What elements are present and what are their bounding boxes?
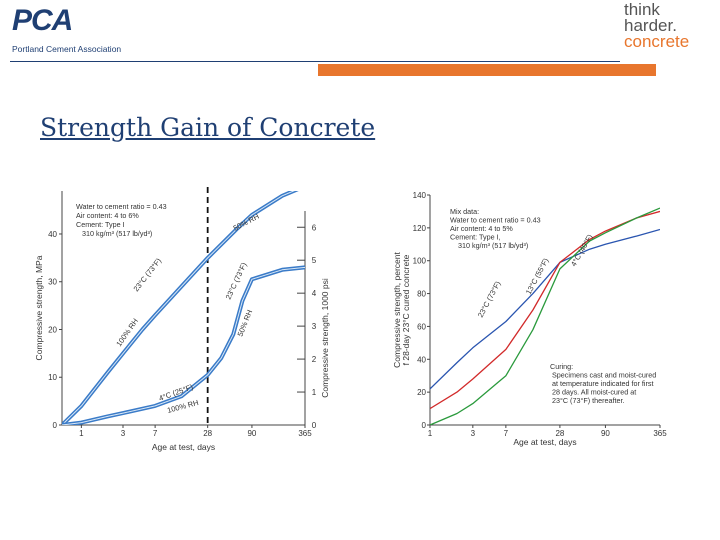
mix-note-5: 310 kg/m³ (517 lb/yd³) [458,241,528,250]
y-tick-label: 0 [422,421,427,430]
logo-letters: PCA [12,4,73,37]
y-axis-title: Compressive strength, MPa [34,255,44,360]
x-tick-label: 90 [601,429,610,438]
series-line-1 [430,228,660,390]
pca-logo: PCA Portland Cement Association [10,4,140,59]
series-line-2 [430,210,660,410]
x-tick-label: 7 [153,429,158,438]
series-label-13c: 13°C (55°F) [524,256,551,296]
x-tick-label: 3 [121,429,126,438]
brand-line-2: harder. [624,16,677,35]
y-tick-label: 30 [48,278,57,287]
x-tick-label: 365 [298,429,312,438]
curve-label-100rh-upper: 100% RH [114,317,140,348]
series-group [430,207,660,425]
y-tick-label: 60 [417,322,426,331]
series-label-4c: 4°C (40°F) [569,232,595,268]
curve-label-50rh-upper: 50% RH [232,212,261,233]
brand-line-3: concrete [624,32,690,51]
y2-tick-label: 2 [312,355,317,364]
x-tick-label: 7 [504,429,509,438]
mix-note-3: Cement: Type I [76,220,125,229]
y-axis-title-line2: f 28-day 23°C cured concrete [401,254,411,365]
accent-bar [318,64,656,76]
logo-subtitle: Portland Cement Association [12,44,122,54]
mix-note-1: Water to cement ratio = 0.43 [76,202,167,211]
x-axis-title: Age at test, days [513,437,576,447]
mix-note-4: Cement: Type I, [450,233,501,242]
y-tick-label: 80 [417,290,426,299]
think-harder-logo: think harder. concrete [624,0,716,58]
brand-line-1: think [624,0,660,19]
y2-tick-label: 5 [312,256,317,265]
series-line-3 [430,207,660,425]
strength-chart-percent: 0 20 40 60 80 100 120 140 1 3 7 28 90 365 Age at test,… [392,191,667,447]
curing-note-1: Curing: [550,362,573,371]
slide-header: PCA Portland Cement Association think ha… [0,0,720,80]
x-tick-label: 90 [247,429,256,438]
mix-note-3: Air content: 4 to 5% [450,224,513,233]
y-axis-title: Compressive strength, percent [392,251,402,367]
y-tick-label: 120 [413,224,427,233]
series-highlight-2 [62,266,305,425]
y-tick-label: 100 [413,257,427,266]
y2-tick-label: 1 [312,388,317,397]
x-axis-title: Age at test, days [152,442,215,452]
y2-tick-label: 0 [312,421,317,430]
curing-note-2: Specimens cast and moist-cured [552,371,656,380]
mix-note-2: Air content: 4 to 6% [76,211,139,220]
header-divider [10,61,620,62]
x-tick-label: 3 [471,429,476,438]
y-tick-label: 10 [48,373,57,382]
curing-note-5: 23°C (73°F) thereafter. [552,396,624,405]
curing-note-3: at temperature indicated for first [552,379,653,388]
series-highlight-1 [62,191,295,425]
series-label-23c: 23°C (73°F) [476,279,503,319]
y-tick-label: 140 [413,191,427,200]
x-tick-label: 1 [79,429,84,438]
series-group [62,191,305,425]
x-tick-label: 28 [555,429,564,438]
y-tick-label: 0 [53,421,58,430]
x-tick-label: 28 [203,429,212,438]
y2-tick-label: 4 [312,289,317,298]
x-tick-label: 1 [428,429,433,438]
x-tick-label: 365 [653,429,667,438]
y2-axis-title: Compressive strength, 1000 psi [320,278,330,398]
slide-title: Strength Gain of Concrete [40,113,376,142]
y-tick-label: 40 [417,355,426,364]
y-tick-label: 20 [48,325,57,334]
curing-note-4: 28 days. All moist-cured at [552,388,636,397]
mix-note-1: Mix data: [450,207,479,216]
mix-note-2: Water to cement ratio = 0.43 [450,216,541,225]
strength-chart-mpa: 0 10 20 30 40 0 1 2 3 4 5 6 1 3 7 28 90 365 Age at test, d… [34,187,330,452]
mix-note-4: 310 kg/m³ (517 lb/yd³) [82,229,152,238]
y2-tick-label: 3 [312,322,317,331]
y-tick-label: 20 [417,388,426,397]
curve-label-23c-upper: 23°C (73°F) [131,256,163,293]
y2-tick-label: 6 [312,223,317,232]
y-tick-label: 40 [48,230,57,239]
